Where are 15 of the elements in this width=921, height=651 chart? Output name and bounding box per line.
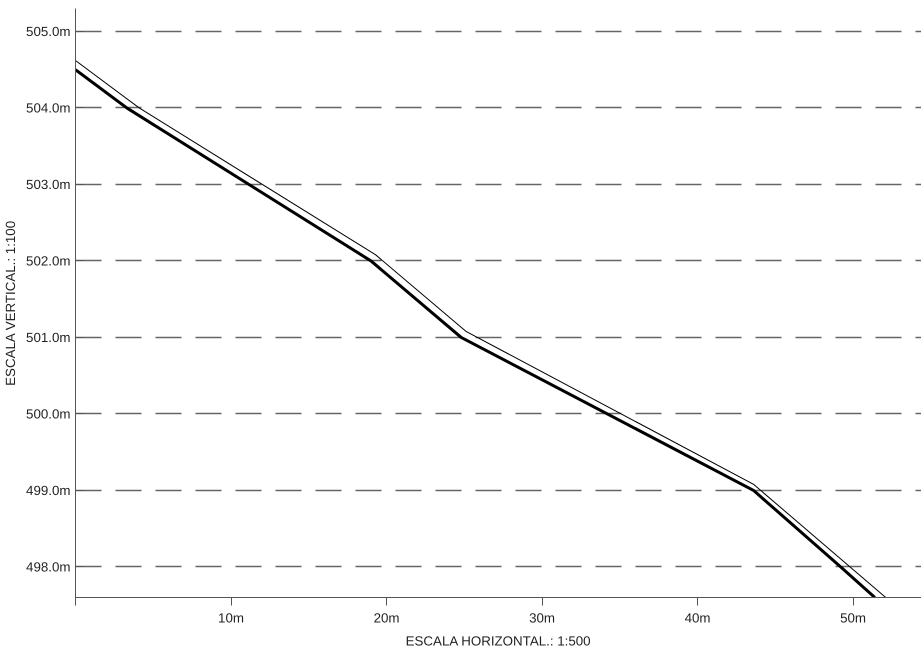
- y-tick-label: 505.0m: [26, 24, 71, 39]
- x-tick-label: 20m: [374, 610, 400, 626]
- y-tick-label: 501.0m: [26, 330, 71, 345]
- x-axis-title: ESCALA HORIZONTAL.: 1:500: [406, 634, 591, 648]
- x-tick-label: 30m: [529, 610, 556, 626]
- y-tick-label: 499.0m: [26, 482, 71, 498]
- y-tick-label: 502.0m: [26, 253, 71, 268]
- y-tick-label: 503.0m: [26, 176, 71, 192]
- x-tick-label: 50m: [840, 610, 866, 626]
- y-axis-title: ESCALA VERTICAL.: 1:100: [3, 220, 18, 386]
- y-tick-label: 504.0m: [26, 100, 71, 116]
- y-tick-label: 498.0m: [26, 559, 71, 574]
- x-tick-label: 40m: [684, 610, 711, 626]
- y-tick-label: 500.0m: [26, 406, 71, 422]
- x-tick-label: 10m: [218, 610, 244, 626]
